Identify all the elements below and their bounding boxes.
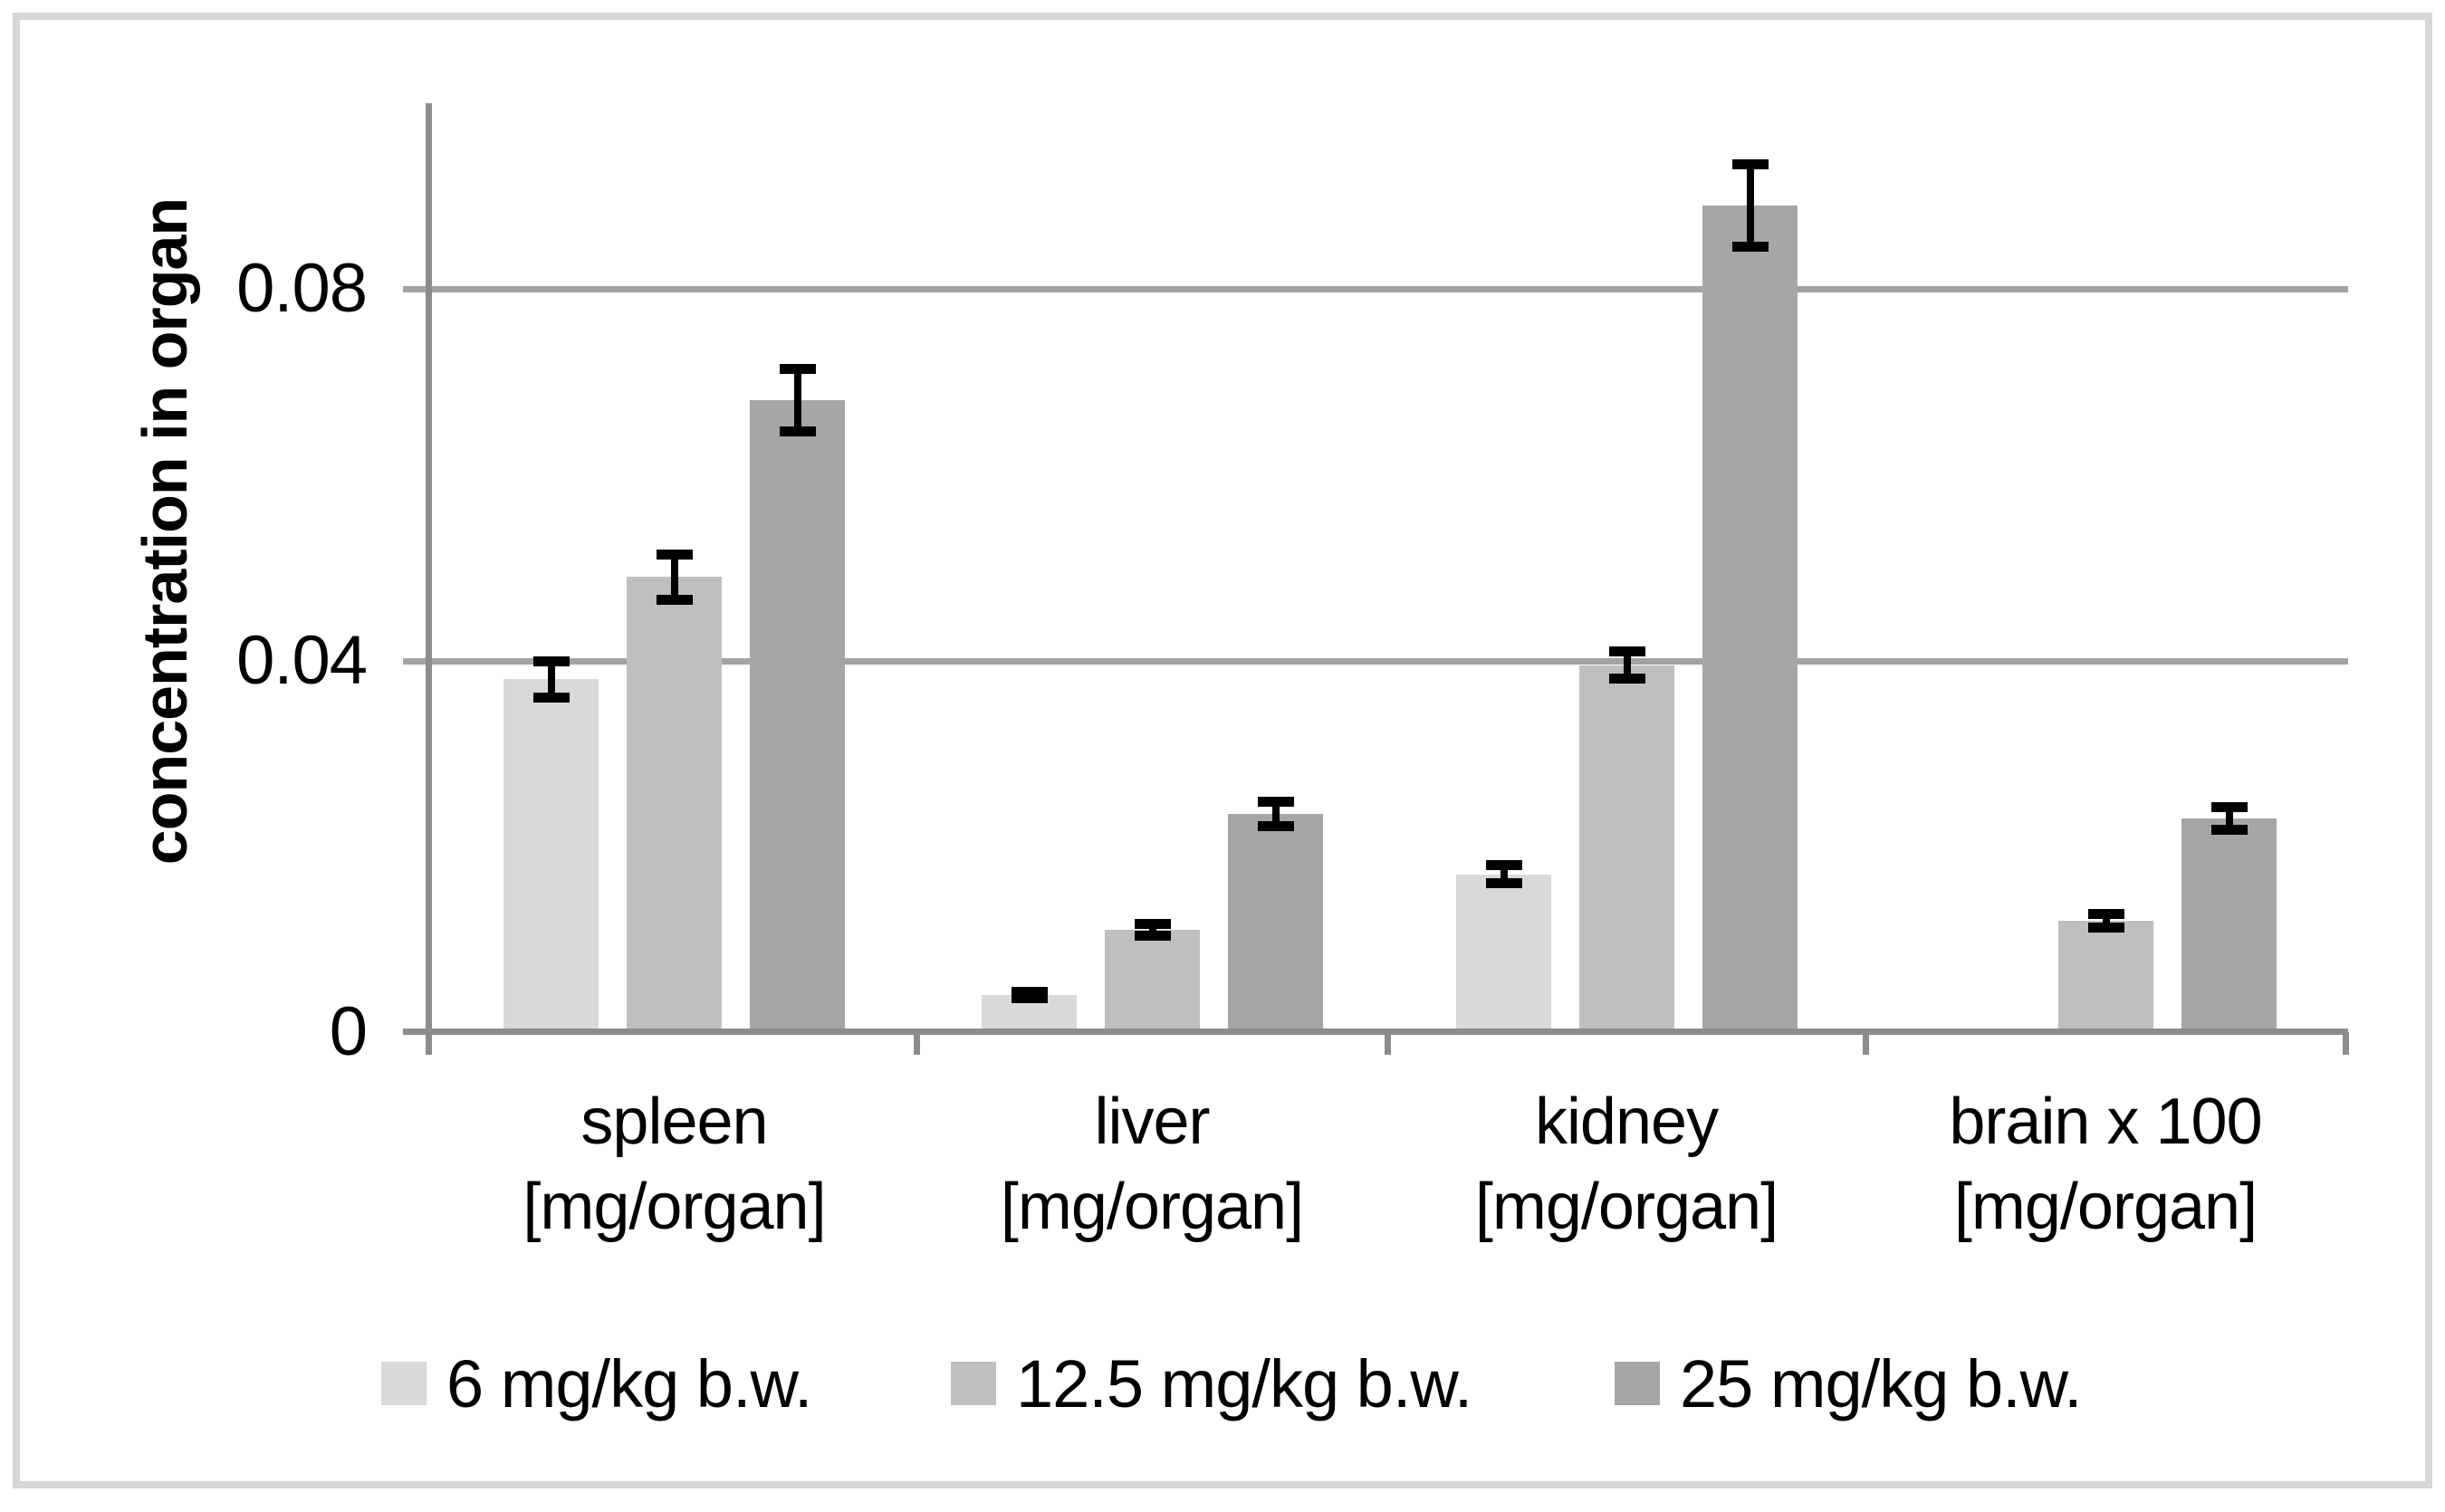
category-name: kidney — [1534, 1086, 1719, 1158]
category-unit: [mg/organ] — [1953, 1171, 2258, 1243]
legend-entry-12.5-mg-kg-b.w.: 12.5 mg/kg b.w. — [951, 1345, 1472, 1421]
error-bar-cap-top — [532, 656, 570, 666]
category-unit: [mg/organ] — [1000, 1171, 1304, 1243]
y-tick-label-0.04: 0.04 — [236, 622, 368, 699]
legend-swatch — [1615, 1362, 1660, 1405]
category-unit: [mg/organ] — [1474, 1171, 1779, 1243]
error-bar-cap-bottom — [1608, 674, 1645, 684]
error-bar-stem — [2225, 806, 2233, 831]
legend-label: 25 mg/kg b.w. — [1680, 1345, 2083, 1421]
legend-label: 12.5 mg/kg b.w. — [1016, 1345, 1472, 1421]
error-bar-cap-top — [1134, 918, 1171, 929]
error-bar-cap-top — [2210, 801, 2248, 812]
error-bar-stem — [2102, 913, 2110, 929]
error-bar-stem — [547, 660, 555, 698]
error-bar-stem — [1623, 651, 1631, 680]
error-bar-cap-top — [1608, 646, 1645, 657]
x-category-label-liver: liver [mg/organ] — [912, 1079, 1392, 1249]
error-bar-cap-top — [1011, 986, 1048, 997]
category-unit: [mg/organ] — [523, 1171, 826, 1243]
category-name: brain x 100 — [1949, 1086, 2262, 1158]
x-category-label-spleen: spleen [mg/organ] — [435, 1079, 915, 1249]
error-bar-cap-bottom — [1134, 931, 1171, 942]
category-tick-3 — [2343, 1032, 2349, 1055]
legend-swatch — [951, 1362, 996, 1405]
legend: 6 mg/kg b.w. 12.5 mg/kg b.w. 25 mg/kg b.w. — [0, 1345, 2445, 1421]
error-bar-cap-top — [779, 364, 816, 375]
bar-25-mg-kg-b.w.-brain-x-100 — [2181, 818, 2277, 1032]
error-bar-cap-bottom — [2087, 923, 2124, 933]
plot-area — [403, 103, 2349, 1055]
figure-border — [13, 13, 2432, 1488]
category-name: liver — [1094, 1086, 1210, 1158]
bar-12.5-mg-kg-b.w.-brain-x-100 — [2058, 921, 2153, 1032]
bar-25-mg-kg-b.w.-liver — [1228, 814, 1323, 1032]
error-bar-stem — [793, 368, 801, 433]
bar-12.5-mg-kg-b.w.-spleen — [627, 577, 722, 1032]
x-category-label-kidney: kidney [mg/organ] — [1386, 1079, 1866, 1249]
error-bar-stem — [1148, 923, 1156, 937]
bar-12.5-mg-kg-b.w.-kidney — [1579, 665, 1674, 1032]
error-bar-cap-top — [1731, 158, 1769, 169]
gridline-0.04 — [403, 658, 2348, 665]
error-bar-cap-bottom — [2210, 825, 2248, 836]
category-name: spleen — [580, 1086, 768, 1158]
gridline-0.08 — [403, 286, 2348, 292]
error-bar-cap-bottom — [1011, 993, 1048, 1004]
error-bar-cap-top — [1257, 796, 1294, 807]
error-bar-stem — [1500, 865, 1508, 884]
error-bar-cap-bottom — [1257, 821, 1294, 832]
error-bar-cap-top — [1485, 860, 1522, 871]
category-tick-0 — [914, 1032, 920, 1055]
error-bar-cap-bottom — [656, 594, 693, 605]
legend-swatch — [381, 1362, 427, 1405]
x-category-label-brain-x-100: brain x 100 [mg/organ] — [1865, 1079, 2345, 1249]
error-bar-cap-top — [2087, 908, 2124, 919]
bar-25-mg-kg-b.w.-spleen — [750, 400, 845, 1032]
error-bar-cap-bottom — [532, 692, 570, 703]
error-bar-stem — [1746, 163, 1754, 248]
bar-6-mg-kg-b.w.-kidney — [1456, 875, 1551, 1032]
y-tick-label-0.08: 0.08 — [236, 250, 368, 327]
y-axis-title: concentration in organ — [129, 197, 200, 866]
error-bar-cap-top — [656, 549, 693, 560]
bar-25-mg-kg-b.w.-kidney — [1702, 206, 1798, 1032]
legend-entry-6-mg-kg-b.w.: 6 mg/kg b.w. — [381, 1345, 812, 1421]
error-bar-cap-bottom — [1731, 242, 1769, 253]
bar-12.5-mg-kg-b.w.-liver — [1105, 930, 1200, 1032]
bar-6-mg-kg-b.w.-spleen — [503, 679, 599, 1032]
category-tick-2 — [1863, 1032, 1869, 1055]
error-bar-stem — [1271, 800, 1280, 828]
y-axis-line — [426, 103, 432, 1055]
y-tick-label-0: 0 — [329, 993, 368, 1070]
category-tick-1 — [1385, 1032, 1391, 1055]
legend-entry-25-mg-kg-b.w.: 25 mg/kg b.w. — [1615, 1345, 2083, 1421]
legend-label: 6 mg/kg b.w. — [446, 1345, 812, 1421]
error-bar-stem — [670, 553, 678, 600]
x-axis-line — [403, 1029, 2348, 1035]
error-bar-cap-bottom — [779, 426, 816, 437]
error-bar-cap-bottom — [1485, 877, 1522, 888]
